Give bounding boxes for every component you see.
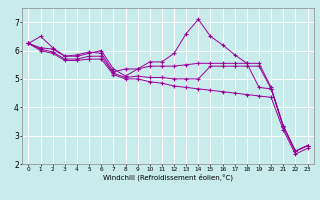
- X-axis label: Windchill (Refroidissement éolien,°C): Windchill (Refroidissement éolien,°C): [103, 174, 233, 181]
